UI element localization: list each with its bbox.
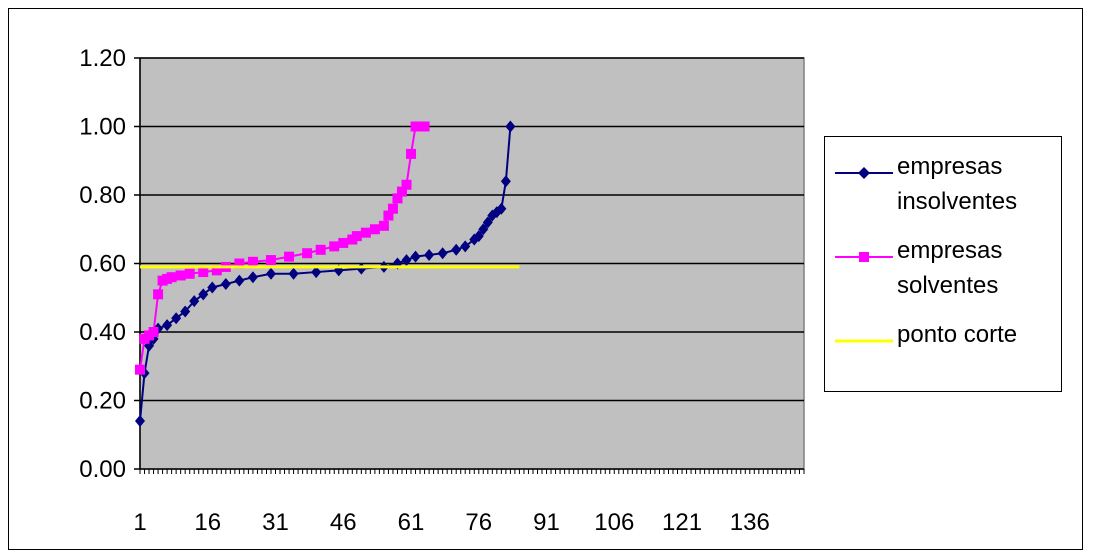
point-insolventes [478, 223, 489, 236]
point-insolventes [189, 295, 200, 308]
legend-entry-solventes: empresas solventes [825, 229, 1061, 309]
point-insolventes [247, 271, 258, 284]
x-tick-label: 76 [465, 509, 492, 536]
legend-label-ponto-corte: ponto corte [897, 321, 1018, 348]
point-solventes [166, 272, 177, 283]
x-tick-label: 1 [133, 509, 146, 536]
y-tick-label: 0.20 [79, 388, 126, 415]
point-solventes [351, 231, 362, 242]
x-tick-label: 91 [533, 509, 560, 536]
point-solventes [383, 210, 394, 221]
point-insolventes [234, 274, 245, 287]
point-insolventes [496, 202, 507, 215]
point-insolventes [500, 175, 511, 188]
point-solventes [369, 224, 380, 235]
point-insolventes [410, 250, 421, 263]
x-tick-label: 16 [194, 509, 221, 536]
legend-label-insolventes: empresas insolventes [897, 153, 1018, 215]
point-solventes [378, 220, 389, 231]
point-insolventes [220, 278, 231, 291]
x-tick-label: 46 [330, 509, 357, 536]
point-insolventes [424, 248, 435, 261]
point-insolventes [401, 254, 412, 267]
point-solventes [175, 270, 186, 281]
point-solventes [284, 251, 295, 262]
legend: empresas insolventes empresas solventes … [824, 136, 1062, 392]
point-insolventes [473, 230, 484, 243]
point-solventes [338, 237, 349, 248]
point-solventes [247, 256, 258, 267]
point-insolventes [207, 281, 218, 294]
point-solventes [135, 364, 145, 375]
point-solventes [392, 193, 403, 204]
x-tick-label: 31 [262, 509, 289, 536]
x-tick-label: 121 [662, 509, 702, 536]
x-tick-label: 61 [398, 509, 425, 536]
x-tick-label: 106 [594, 509, 634, 536]
point-solventes [401, 179, 412, 190]
point-insolventes [135, 415, 145, 428]
point-solventes [387, 203, 398, 214]
x-tick-label: 136 [730, 509, 770, 536]
point-insolventes [288, 267, 299, 280]
legend-key-insolventes [835, 167, 893, 179]
y-tick-label: 0.80 [79, 182, 126, 209]
point-insolventes [451, 243, 462, 256]
y-tick-label: 1.20 [79, 45, 126, 72]
point-solventes [315, 244, 326, 255]
point-insolventes [198, 288, 209, 301]
point-insolventes [171, 312, 182, 325]
legend-entry-ponto-corte: ponto corte [825, 313, 1061, 393]
point-insolventes [311, 266, 322, 279]
point-solventes [406, 148, 417, 159]
point-insolventes [162, 319, 173, 332]
point-insolventes [460, 240, 471, 253]
point-solventes [198, 267, 209, 278]
point-solventes [153, 289, 164, 300]
point-insolventes [265, 267, 276, 280]
point-solventes [148, 327, 159, 337]
point-solventes [302, 248, 313, 259]
point-insolventes [505, 120, 516, 133]
y-tick-label: 0.40 [79, 319, 126, 346]
point-solventes [396, 186, 407, 197]
legend-key-ponto-corte [835, 339, 893, 343]
legend-entry-insolventes: empresas insolventes [825, 145, 1061, 225]
legend-key-solventes [835, 252, 893, 262]
point-solventes [184, 268, 195, 279]
point-insolventes [482, 216, 493, 229]
point-insolventes [180, 305, 191, 318]
point-insolventes [437, 247, 448, 260]
point-solventes [329, 241, 340, 252]
point-solventes [265, 255, 276, 266]
legend-label-solventes: empresas solventes [897, 237, 1003, 299]
point-solventes [211, 265, 222, 276]
point-solventes [360, 227, 371, 238]
y-tick-label: 1.00 [79, 114, 126, 141]
y-tick-label: 0.60 [79, 251, 126, 278]
point-solventes [234, 258, 245, 269]
y-tick-label: 0.00 [79, 456, 126, 483]
point-solventes [419, 121, 430, 132]
